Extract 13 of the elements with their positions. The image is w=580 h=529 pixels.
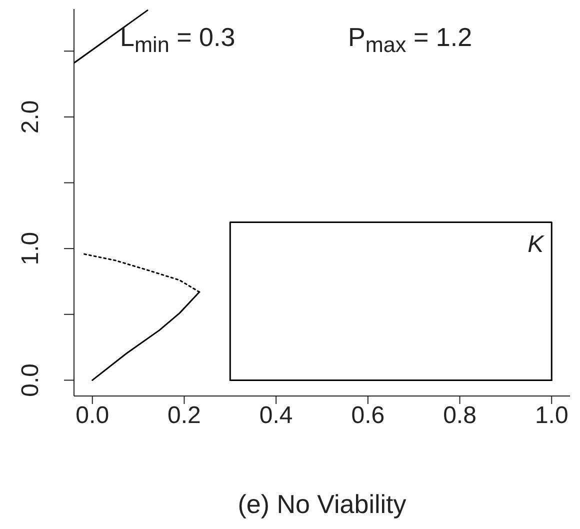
y-tick-label: 1.0 <box>17 232 44 266</box>
annotation: K <box>528 231 545 258</box>
x-tick-label: 1.0 <box>534 402 568 430</box>
y-tick-label: 2.0 <box>17 100 44 134</box>
x-tick-label: 0.8 <box>443 402 476 430</box>
x-tick-label: 0.6 <box>351 402 385 430</box>
annotation: P$_{max}$ = 1.2 <box>348 22 472 58</box>
x-tick-label: 0.0 <box>76 402 110 430</box>
annotation: L$_{min}$ = 0.3 <box>120 22 236 58</box>
x-tick-label: 0.4 <box>259 402 293 430</box>
x-tick-label: 0.2 <box>168 402 201 430</box>
x-axis-title: (e) No Viability <box>238 489 406 519</box>
y-tick-label: 0.0 <box>17 364 44 397</box>
